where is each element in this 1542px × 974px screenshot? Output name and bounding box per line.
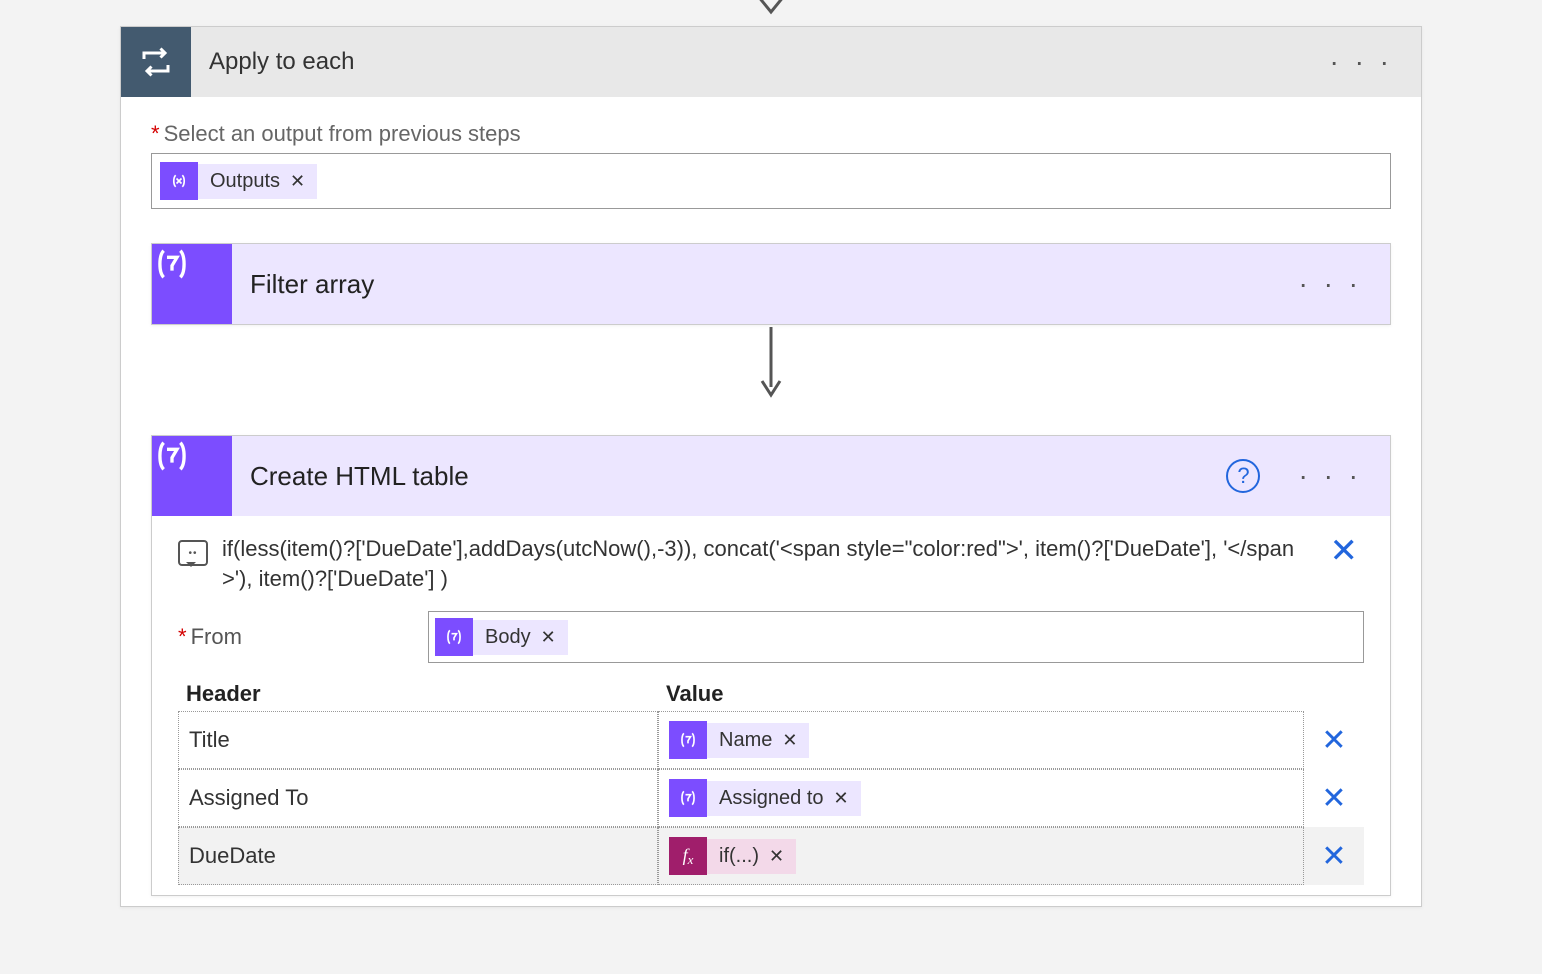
from-input[interactable]: Body ✕ [428,611,1364,663]
value-cell[interactable]: Name ✕ [658,711,1304,769]
row-delete[interactable]: ✕ [1304,827,1364,885]
comment-close[interactable]: ✕ [1324,534,1365,568]
value-cell[interactable]: fx if(...) ✕ [658,827,1304,885]
output-from-label: *Select an output from previous steps [151,121,1391,147]
table-row: Title Name [178,711,1364,769]
apply-to-each-title: Apply to each [191,48,1301,76]
value-cell[interactable]: Assigned to ✕ [658,769,1304,827]
body-token[interactable]: Body ✕ [435,618,568,656]
assigned-to-token[interactable]: Assigned to ✕ [669,779,861,817]
connector-arrow [151,325,1391,401]
row-delete[interactable]: ✕ [1304,769,1364,827]
token-remove[interactable]: ✕ [769,846,784,867]
create-html-table-header[interactable]: Create HTML table ? · · · [152,436,1390,516]
filter-array-title: Filter array [232,269,1270,300]
table-row: Assigned To [178,769,1364,827]
name-token[interactable]: Name ✕ [669,721,809,759]
filter-array-header[interactable]: Filter array · · · [152,244,1390,324]
output-from-input[interactable]: Outputs ✕ [151,153,1391,209]
body-token-remove[interactable]: ✕ [541,627,556,648]
data-operations-icon [152,436,232,516]
data-operations-icon [669,779,707,817]
data-operations-icon [435,618,473,656]
variable-icon [160,162,198,200]
from-label: *From [178,624,408,650]
filter-array-menu[interactable]: · · · [1270,268,1390,300]
comment-icon: •• [178,540,208,566]
column-header-header: Header [178,677,658,711]
outputs-token-label: Outputs [210,170,280,193]
column-header-value: Value [658,677,1364,711]
fx-icon: fx [669,837,707,875]
token-remove[interactable]: ✕ [782,730,797,751]
header-cell[interactable]: Title [178,711,658,769]
create-html-table-title: Create HTML table [232,461,1226,492]
action-comment: •• if(less(item()?['DueDate'],addDays(ut… [178,534,1364,593]
data-operations-icon [152,244,232,324]
comment-text: if(less(item()?['DueDate'],addDays(utcNo… [222,534,1310,593]
apply-to-each-menu[interactable]: · · · [1301,46,1421,78]
loop-icon [121,27,191,97]
row-delete[interactable]: ✕ [1304,711,1364,769]
token-remove[interactable]: ✕ [834,788,849,809]
header-cell[interactable]: Assigned To [178,769,658,827]
apply-to-each-card: Apply to each · · · *Select an output fr… [120,26,1422,907]
apply-to-each-header[interactable]: Apply to each · · · [121,27,1421,97]
header-cell[interactable]: DueDate [178,827,658,885]
table-row: DueDate fx if(...) ✕ [178,827,1364,885]
outputs-token-remove[interactable]: ✕ [290,171,305,192]
expression-token[interactable]: fx if(...) ✕ [669,837,796,875]
incoming-connector-arrow [756,0,786,16]
outputs-token[interactable]: Outputs ✕ [160,162,317,200]
create-html-table-menu[interactable]: · · · [1270,460,1390,492]
create-html-table-card: Create HTML table ? · · · •• if(less(ite… [151,435,1391,896]
filter-array-card: Filter array · · · [151,243,1391,325]
body-token-label: Body [485,626,531,649]
help-icon[interactable]: ? [1226,459,1260,493]
data-operations-icon [669,721,707,759]
